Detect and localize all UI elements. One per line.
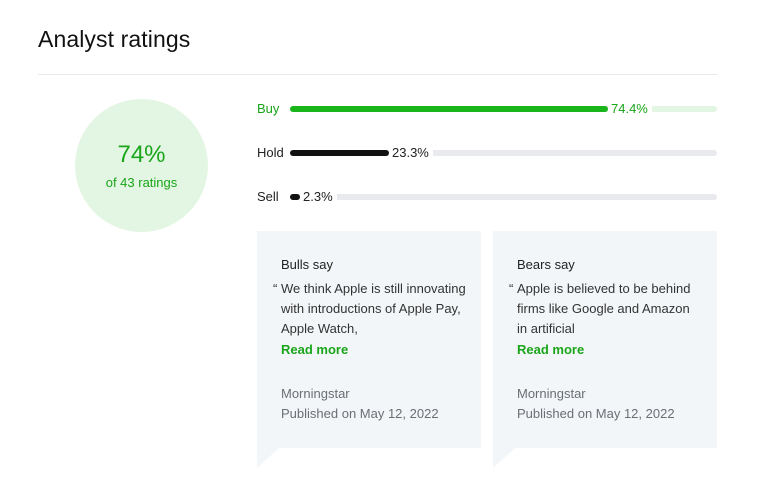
page-title: Analyst ratings <box>38 26 191 52</box>
rating-track-sell <box>290 194 717 200</box>
card-heading: Bears say <box>517 257 575 272</box>
quote-mark-icon: “ <box>509 281 514 296</box>
read-more-link[interactable]: Read more <box>281 342 349 357</box>
card-published-date: Published on May 12, 2022 <box>281 406 439 421</box>
rating-track-buy <box>290 106 717 112</box>
bulls-say-card: Bulls say “ We think Apple is still inno… <box>257 231 481 468</box>
read-more-link[interactable]: Read more <box>517 342 585 357</box>
rating-label-sell: Sell <box>257 189 279 204</box>
rating-label-hold: Hold <box>257 145 284 160</box>
card-tail <box>493 448 515 468</box>
rating-track-hold <box>290 150 717 156</box>
rating-row-buy: Buy 74.4% <box>257 101 717 116</box>
bears-say-card: Bears say “ Apple is believed to be behi… <box>493 231 717 468</box>
divider <box>38 74 717 75</box>
card-quote: We think Apple is still innovating with … <box>281 281 466 336</box>
quote-mark-icon: “ <box>273 281 278 296</box>
card-published-date: Published on May 12, 2022 <box>517 406 675 421</box>
rating-row-sell: Sell 2.3% <box>257 189 717 204</box>
summary-percent: 74% <box>117 141 166 168</box>
card-source: Morningstar <box>517 386 586 401</box>
card-tail <box>257 448 279 468</box>
card-heading: Bulls say <box>281 257 334 272</box>
card-source: Morningstar <box>281 386 350 401</box>
card-quote: Apple is believed to be behind firms lik… <box>517 281 691 336</box>
rating-row-hold: Hold 23.3% <box>257 145 717 160</box>
rating-label-buy: Buy <box>257 101 280 116</box>
rating-summary-circle: 74% of 43 ratings <box>75 99 208 232</box>
summary-caption: of 43 ratings <box>105 175 178 190</box>
